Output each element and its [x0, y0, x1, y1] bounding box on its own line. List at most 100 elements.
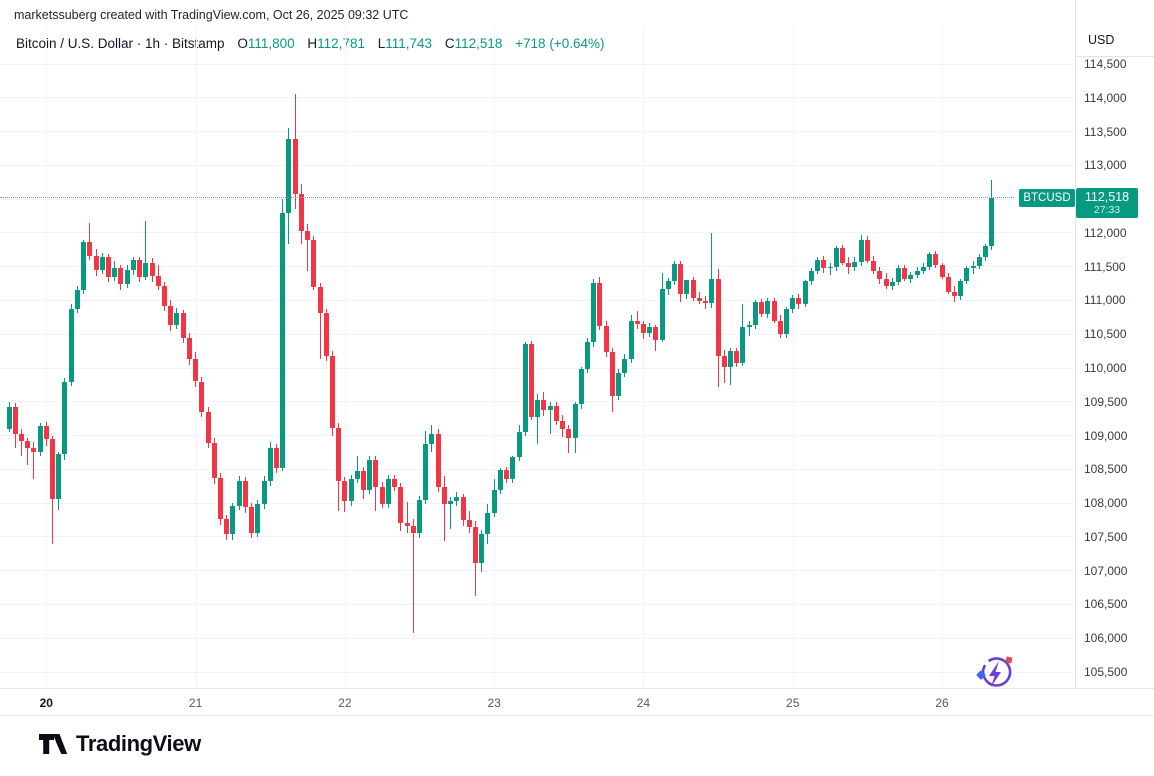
candle: [361, 471, 367, 491]
candle: [777, 320, 783, 335]
candle: [939, 265, 945, 278]
candle: [261, 480, 267, 505]
candle: [728, 351, 734, 367]
candle: [68, 308, 74, 382]
price-gridline: [0, 603, 1075, 605]
candle: [130, 259, 136, 271]
candle: [603, 326, 609, 353]
candle: [678, 263, 684, 294]
candle: [908, 274, 914, 279]
candle: [871, 261, 877, 271]
price-scale[interactable]: USD 105,500 106,000 106,500 107,000 107,500 1…: [1075, 0, 1154, 688]
candle: [485, 513, 491, 534]
candle: [56, 453, 62, 500]
price-tick-label: 110,000: [1084, 361, 1127, 375]
candle: [329, 355, 335, 429]
candle: [93, 255, 99, 271]
price-tick-label: 110,500: [1084, 327, 1127, 342]
candle: [81, 242, 87, 290]
candle: [827, 266, 833, 268]
time-tick-label: 26: [935, 696, 949, 710]
candle: [168, 305, 174, 325]
candle: [217, 478, 223, 520]
candle: [989, 197, 995, 247]
price-gridline: [0, 570, 1075, 572]
candle: [528, 344, 534, 417]
candle: [547, 405, 553, 410]
candle: [945, 277, 951, 292]
ohlc-high-label: H: [307, 36, 318, 51]
candle: [771, 301, 777, 321]
candle: [149, 263, 155, 277]
price-tick-label: 109,500: [1084, 394, 1128, 409]
price-gridline: [0, 299, 1075, 301]
candle: [858, 239, 864, 262]
candle: [236, 480, 242, 507]
candle-wick: [568, 425, 570, 454]
candle-wick: [443, 476, 445, 541]
candle: [417, 499, 423, 533]
candle: [298, 194, 304, 231]
ohlc-low-value: 111,743: [385, 36, 433, 51]
candle: [964, 268, 970, 281]
candle: [815, 259, 821, 271]
candle: [597, 282, 603, 327]
candle-wick: [829, 262, 831, 275]
candle: [566, 429, 572, 439]
price-scale-currency[interactable]: USD: [1088, 33, 1115, 47]
time-tick-label: 24: [636, 696, 651, 710]
candle: [348, 478, 354, 502]
candle: [342, 480, 348, 502]
ohlc-low-label: L: [377, 36, 386, 51]
candle: [398, 486, 404, 524]
price-tick-label: 108,000: [1084, 496, 1128, 511]
price-gridline: [0, 131, 1075, 133]
price-tick-label: 109,000: [1084, 428, 1128, 443]
candle: [410, 526, 416, 533]
candle-wick: [356, 456, 358, 483]
candle: [983, 246, 989, 258]
candle: [877, 270, 883, 279]
attribution-text: marketssuberg created with TradingView.c…: [14, 8, 409, 22]
candle-wick: [145, 220, 147, 281]
candle: [752, 302, 758, 325]
candle: [473, 526, 478, 564]
current-price-line: [0, 197, 1014, 199]
candle: [560, 420, 566, 430]
tradingview-logo[interactable]: TradingView: [38, 731, 201, 757]
price-tick-label: 113,000: [1084, 158, 1127, 173]
candle: [106, 256, 112, 277]
candle: [696, 298, 702, 302]
time-tick-label: 25: [786, 696, 800, 710]
plot-area[interactable]: [0, 0, 1075, 688]
candle: [50, 438, 56, 500]
candle-wick: [711, 232, 713, 308]
price-gridline: [0, 637, 1075, 639]
candle: [62, 381, 68, 454]
candle: [423, 443, 429, 500]
price-gridline: [0, 333, 1075, 335]
candle: [448, 501, 454, 504]
time-scale[interactable]: 20 21 22 23 24 25 26: [0, 688, 1154, 716]
candle: [354, 471, 360, 479]
candle: [914, 270, 920, 275]
day-gridline: [792, 26, 794, 688]
candle-wick: [450, 497, 452, 529]
candle-wick: [89, 222, 91, 260]
chart-legend[interactable]: Bitcoin / U.S. Dollar · 1h · Bitstamp O1…: [16, 36, 604, 51]
candle: [927, 253, 933, 267]
candle: [578, 369, 584, 405]
time-tick-label: 20: [39, 696, 53, 710]
price-gridline: [0, 536, 1075, 538]
candle: [715, 278, 721, 356]
candle-wick: [412, 519, 414, 633]
candle: [497, 470, 503, 490]
candle: [6, 407, 12, 429]
time-tick-label: 22: [338, 696, 352, 710]
candle: [721, 355, 727, 367]
candle: [155, 276, 161, 287]
candle: [74, 289, 80, 309]
price-tick-label: 113,500: [1084, 124, 1127, 139]
day-gridline: [46, 26, 48, 688]
symbol-title[interactable]: Bitcoin / U.S. Dollar · 1h · Bitstamp: [16, 36, 225, 51]
